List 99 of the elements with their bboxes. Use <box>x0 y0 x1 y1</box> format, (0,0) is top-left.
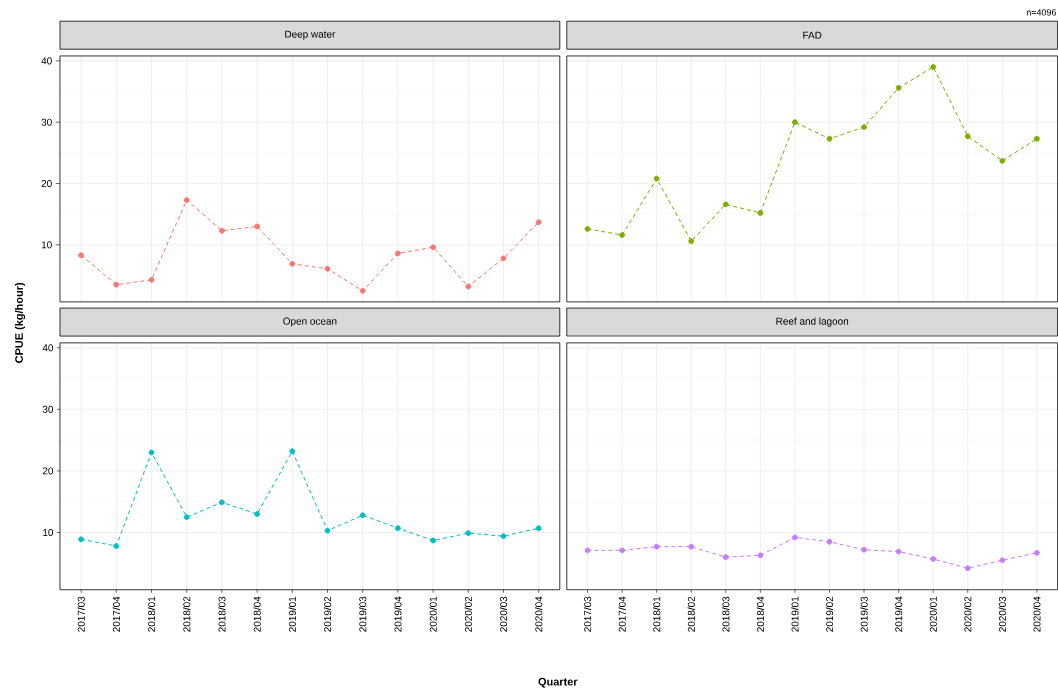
point <box>722 554 729 561</box>
x-tick-label: 2020/04 <box>1033 596 1041 632</box>
x-tick-label: 2020/04 <box>535 596 543 632</box>
x-tick-label: 2018/01 <box>653 596 661 632</box>
point <box>218 499 225 506</box>
y-tick-label: 40 <box>42 344 54 352</box>
point <box>861 124 867 131</box>
x-tick-label: 2017/03 <box>77 596 85 632</box>
point <box>183 197 190 203</box>
point <box>500 533 507 540</box>
x-tick-label: 2020/02 <box>964 596 972 632</box>
x-tick-label: 2019/04 <box>894 596 903 632</box>
chart-title: Reef and lagoon <box>776 317 849 327</box>
x-tick-label: 2019/04 <box>394 596 402 632</box>
point <box>324 265 331 272</box>
x-tick-label: 2020/02 <box>464 596 472 632</box>
point <box>895 84 902 91</box>
point <box>757 210 764 216</box>
point <box>964 133 971 140</box>
y-tick-label: 40 <box>41 57 52 65</box>
point <box>183 514 190 521</box>
x-tick-label: 2020/01 <box>929 596 937 632</box>
point <box>113 543 120 549</box>
point <box>688 543 695 550</box>
x-tick-label: 2019/02 <box>825 596 834 632</box>
point <box>688 238 695 245</box>
y-tick-label: 30 <box>42 405 54 413</box>
x-tick-label: 2018/02 <box>687 596 695 632</box>
point <box>218 227 225 234</box>
x-tick-label: 2020/03 <box>499 596 508 632</box>
point <box>535 525 542 532</box>
point <box>930 64 937 70</box>
point <box>465 530 472 537</box>
x-tick-label: 2018/01 <box>147 596 156 632</box>
y-tick-label: 20 <box>42 467 54 475</box>
point <box>430 537 436 544</box>
point <box>792 534 798 541</box>
y-tick-label: 10 <box>41 241 52 249</box>
point <box>584 547 591 554</box>
x-tick-label: 2019/02 <box>323 596 332 632</box>
point <box>861 546 867 553</box>
x-tick-label: 2018/04 <box>253 596 261 632</box>
point <box>930 556 937 562</box>
x-tick-label: 2018/04 <box>756 596 765 632</box>
chart-title: Deep water <box>285 30 336 40</box>
point <box>653 175 660 182</box>
point <box>1033 549 1040 556</box>
point <box>78 252 84 259</box>
point <box>254 223 260 230</box>
text: n=4096 <box>1026 9 1057 16</box>
point <box>148 449 155 456</box>
y-tick-label: 30 <box>41 118 52 126</box>
point <box>289 448 296 455</box>
point <box>619 547 625 554</box>
y-axis-title: CPUE (kg/hour) <box>14 282 26 363</box>
y-tick-label: 10 <box>43 529 54 537</box>
point <box>359 287 366 294</box>
point <box>500 255 507 262</box>
point <box>826 538 833 545</box>
x-tick-label: 2019/01 <box>791 596 799 632</box>
y-tick-label: 20 <box>41 180 52 188</box>
point <box>964 565 971 572</box>
point <box>535 219 542 226</box>
point <box>895 548 902 555</box>
point <box>394 525 401 532</box>
x-tick-label: 2018/03 <box>722 596 730 632</box>
chart-title: Open ocean <box>283 317 337 327</box>
point <box>653 543 660 550</box>
point <box>359 512 366 519</box>
x-tick-label: 2017/03 <box>583 596 592 632</box>
point <box>722 201 729 208</box>
point <box>619 232 625 238</box>
point <box>1033 135 1040 142</box>
x-tick-label: 2017/04 <box>618 596 626 632</box>
point <box>465 283 472 290</box>
x-tick-label: 2018/03 <box>218 596 226 632</box>
x-tick-label: 2019/03 <box>359 596 367 632</box>
chart-title: FAD <box>803 31 822 39</box>
x-axis-title: Quarter <box>538 677 578 688</box>
point <box>394 250 401 257</box>
x-tick-label: 2020/01 <box>429 596 437 632</box>
point <box>999 157 1006 164</box>
point <box>113 281 120 288</box>
x-tick-label: 2019/01 <box>288 596 296 632</box>
x-tick-label: 2018/02 <box>183 596 191 632</box>
point <box>289 260 296 267</box>
point <box>148 276 155 283</box>
point <box>999 557 1006 564</box>
point <box>324 527 331 534</box>
x-tick-label: 2019/03 <box>860 596 868 632</box>
point <box>430 244 436 251</box>
point <box>826 135 833 142</box>
point <box>584 226 591 232</box>
point <box>757 552 764 559</box>
point <box>254 511 260 517</box>
x-tick-label: 2017/04 <box>112 596 120 632</box>
x-tick-label: 2020/03 <box>998 596 1006 632</box>
point <box>78 536 84 543</box>
point <box>792 119 798 126</box>
